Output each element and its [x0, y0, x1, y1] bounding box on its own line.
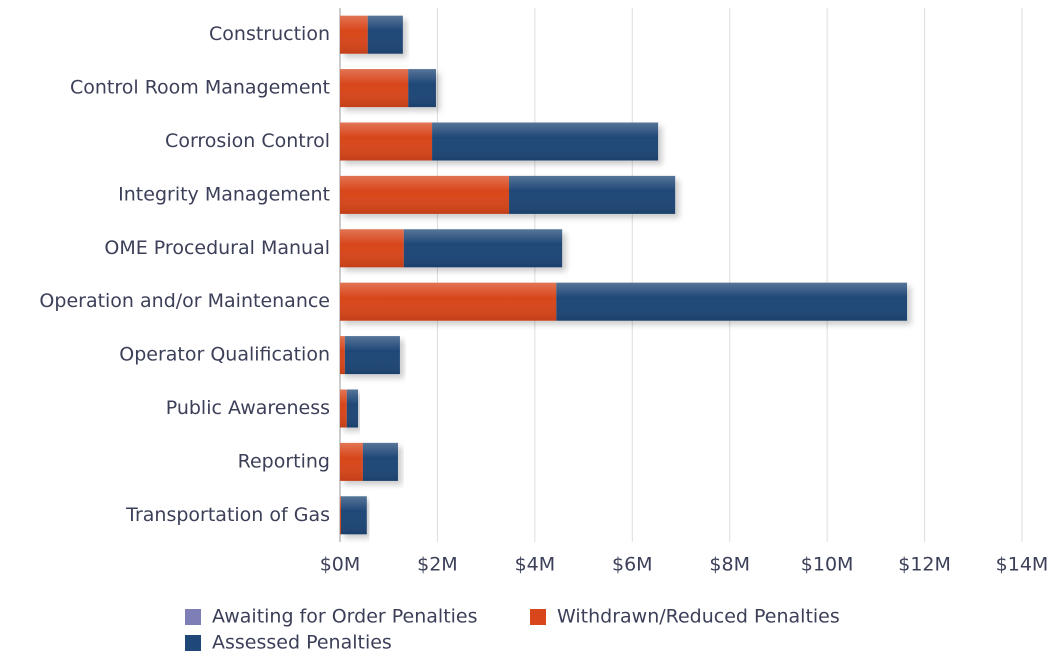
- legend-swatch: [185, 609, 201, 625]
- x-tick-label: $10M: [801, 554, 854, 576]
- x-tick-label: $14M: [996, 554, 1049, 576]
- bar-group: [340, 389, 359, 428]
- y-tick-label: Construction: [209, 23, 330, 45]
- bar-gloss: [432, 122, 659, 161]
- x-tick-label: $4M: [515, 554, 556, 576]
- legend-label: Assessed Penalties: [212, 632, 392, 654]
- y-tick-label: Integrity Management: [118, 183, 330, 205]
- legend-label: Awaiting for Order Penalties: [212, 606, 478, 628]
- bar-group: [340, 442, 398, 481]
- bar-gloss: [509, 175, 676, 214]
- bar-gloss: [340, 496, 341, 535]
- legend-swatch: [530, 609, 546, 625]
- y-tick-label: Public Awareness: [166, 397, 330, 419]
- bar-gloss: [362, 442, 398, 481]
- legend-swatch: [185, 635, 201, 651]
- bar-group: [340, 15, 403, 54]
- bar-gloss: [340, 496, 367, 535]
- y-tick-label: Operation and/or Maintenance: [39, 290, 330, 312]
- x-tick-label: $8M: [709, 554, 750, 576]
- bar-gloss: [556, 282, 908, 321]
- bar-group: [340, 336, 400, 375]
- bar-group: [340, 496, 367, 535]
- bar-gloss: [367, 15, 403, 54]
- bar-gloss: [344, 336, 400, 375]
- y-tick-label: Control Room Management: [70, 77, 330, 99]
- bar-group: [340, 69, 436, 108]
- bar-group: [340, 175, 676, 214]
- bar-gloss: [340, 122, 433, 161]
- bar-gloss: [340, 282, 557, 321]
- bar-gloss: [340, 175, 510, 214]
- x-tick-label: $2M: [417, 554, 458, 576]
- y-tick-label: Operator Qualification: [119, 344, 330, 366]
- bar-group: [340, 229, 563, 268]
- bar-gloss: [340, 442, 363, 481]
- y-tick-label: Transportation of Gas: [125, 504, 330, 526]
- x-tick-label: $0M: [320, 554, 361, 576]
- bar-gloss: [340, 229, 404, 268]
- legend-label: Withdrawn/Reduced Penalties: [557, 606, 840, 628]
- bar-gloss: [340, 69, 409, 108]
- bar-gloss: [340, 15, 368, 54]
- bar-gloss: [408, 69, 436, 108]
- bar-group: [340, 282, 908, 321]
- x-tick-label: $12M: [898, 554, 951, 576]
- bar-gloss: [403, 229, 563, 268]
- y-tick-label: OME Procedural Manual: [104, 237, 330, 259]
- bar-gloss: [346, 389, 359, 428]
- x-tick-label: $6M: [612, 554, 653, 576]
- y-tick-label: Corrosion Control: [165, 130, 330, 152]
- y-tick-label: Reporting: [238, 450, 330, 472]
- bar-gloss: [340, 336, 345, 375]
- bar-gloss: [340, 389, 347, 428]
- bar-group: [340, 122, 659, 161]
